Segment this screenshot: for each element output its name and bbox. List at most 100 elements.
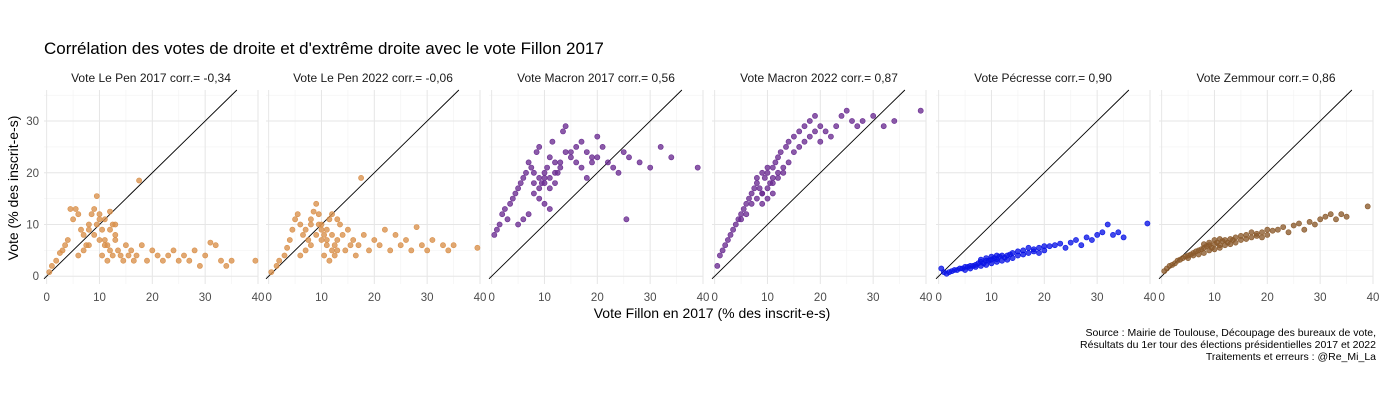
data-point [252, 257, 259, 264]
data-point [149, 247, 156, 254]
data-point [833, 123, 840, 130]
data-point [138, 242, 145, 249]
data-point [397, 242, 404, 249]
data-point [541, 169, 548, 176]
data-point [130, 257, 137, 264]
data-point [583, 174, 590, 181]
facet-panels: Vote Le Pen 2017 corr.= -0,340 10 20 30 40Vo… [26, 71, 1379, 304]
data-point [331, 242, 338, 249]
y-tick-label: 10 [26, 220, 39, 232]
data-point [838, 113, 845, 119]
data-point [515, 221, 521, 228]
data-point [318, 221, 325, 228]
x-tick-label: 30 [1314, 292, 1327, 304]
data-point [578, 138, 585, 145]
data-point [315, 211, 322, 218]
data-point [96, 237, 103, 243]
data-point [109, 252, 116, 259]
data-point [531, 190, 537, 197]
data-point [1046, 243, 1053, 250]
data-point [796, 128, 803, 135]
data-point [812, 113, 818, 119]
data-point [541, 174, 548, 181]
data-point [759, 200, 766, 207]
data-point [541, 180, 548, 186]
x-tick-label: 10 [538, 292, 551, 304]
data-point [75, 211, 82, 218]
data-point [764, 169, 771, 176]
data-point [1296, 220, 1302, 227]
data-point [1089, 237, 1095, 243]
data-point [107, 208, 113, 215]
data-point [854, 123, 861, 130]
data-point [196, 262, 203, 269]
panel-title: Vote Macron 2017 corr.= 0,56 [517, 71, 675, 85]
data-point [983, 261, 990, 268]
data-point [218, 257, 224, 264]
data-point [1269, 227, 1276, 234]
x-tick-label: 40 [1367, 292, 1380, 304]
data-point [754, 195, 760, 202]
data-point [657, 143, 664, 150]
data-point [107, 226, 113, 233]
data-point [228, 257, 235, 264]
data-point [403, 237, 409, 243]
data-point [1222, 242, 1228, 249]
data-point [552, 159, 558, 166]
x-tick-label: 10 [761, 292, 774, 304]
data-point [289, 226, 296, 233]
data-point [1327, 211, 1334, 218]
data-point [517, 180, 524, 186]
data-point [175, 257, 182, 264]
data-point [1185, 255, 1191, 261]
data-point [170, 247, 177, 254]
data-point [62, 242, 68, 249]
data-point [717, 252, 723, 259]
x-tick-label: 30 [421, 292, 434, 304]
data-point [520, 216, 527, 223]
data-point [594, 133, 601, 140]
data-point [772, 159, 779, 166]
x-tick-label: 0 [43, 292, 49, 304]
data-point [99, 252, 105, 259]
data-point [329, 211, 335, 218]
data-point [783, 143, 789, 150]
data-point [284, 244, 290, 251]
data-point [1030, 248, 1037, 255]
data-point [568, 149, 574, 155]
reference-line [1158, 89, 1353, 280]
data-point [1259, 229, 1265, 236]
data-point [107, 247, 113, 254]
data-point [321, 231, 327, 238]
data-point [59, 247, 66, 254]
data-point [754, 174, 760, 181]
data-point [870, 113, 877, 119]
data-point [1264, 226, 1271, 233]
data-point [777, 149, 784, 155]
data-point [769, 164, 776, 171]
data-point [536, 185, 543, 192]
data-point [791, 149, 797, 155]
data-point [294, 211, 301, 218]
data-point [101, 216, 108, 223]
data-point [1020, 251, 1027, 258]
data-point [552, 169, 558, 176]
reference-line [935, 89, 1130, 280]
data-point [1073, 237, 1079, 243]
data-point [1025, 250, 1032, 256]
data-point [165, 252, 172, 259]
data-point [523, 169, 529, 176]
panel-title: Vote Zemmour corr.= 0,86 [1196, 71, 1335, 85]
x-tick-label: 30 [867, 292, 880, 304]
data-point [528, 164, 535, 171]
data-point [1301, 226, 1308, 233]
data-point [560, 128, 566, 135]
data-point [1144, 220, 1151, 227]
panel-title: Vote Le Pen 2017 corr.= -0,34 [71, 71, 231, 85]
data-point [978, 262, 984, 269]
data-point [1206, 239, 1213, 246]
data-point [891, 118, 898, 124]
data-point [754, 180, 760, 186]
data-point [344, 226, 351, 233]
reference-line [265, 89, 460, 280]
